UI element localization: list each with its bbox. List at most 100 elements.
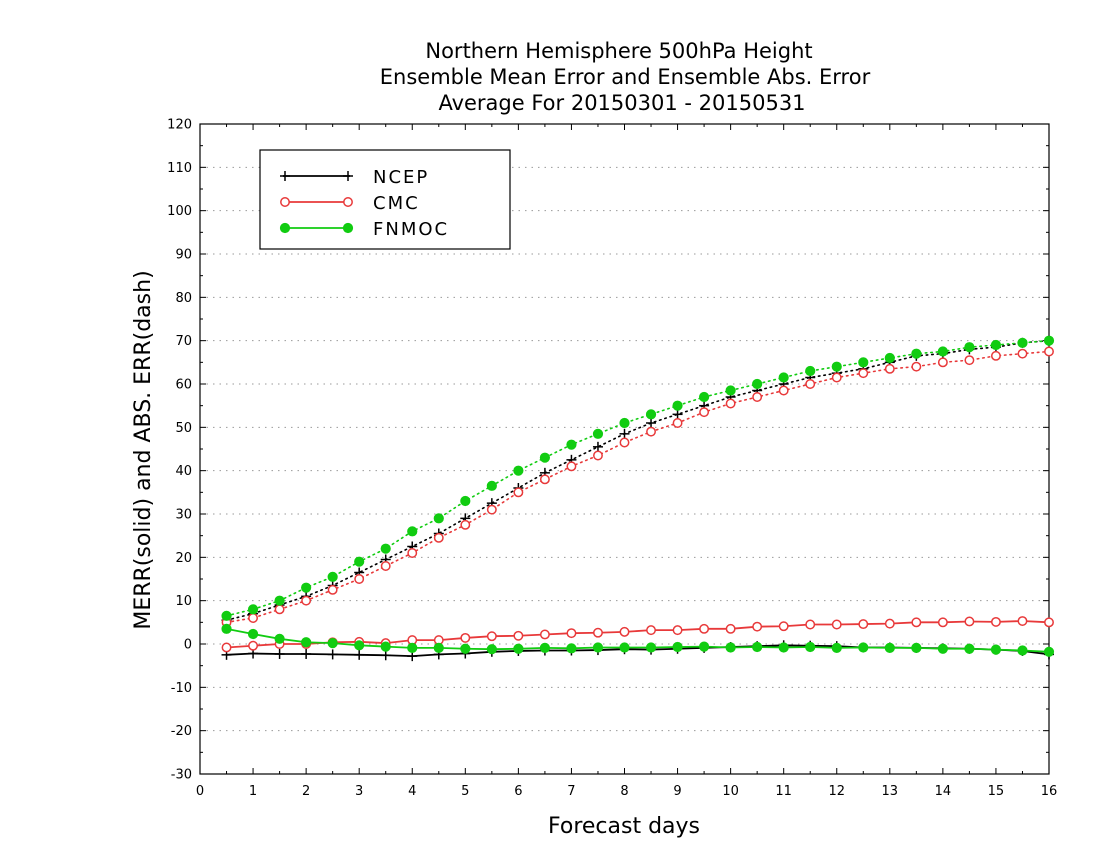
series-ncep-merr-point (380, 650, 391, 661)
series-fnmoc-abs-err-point (884, 352, 895, 364)
series-cmc-abs-err-point (672, 418, 683, 428)
series-fnmoc (221, 335, 1055, 657)
series-fnmoc-abs-err-point (301, 582, 312, 593)
series-cmc-merr-point (699, 623, 710, 634)
series-fnmoc-merr-point (380, 641, 391, 652)
series-fnmoc-merr-point (858, 642, 869, 653)
series-cmc-merr-point (778, 621, 789, 632)
x-tick-label: 16 (1041, 784, 1058, 799)
y-tick-label: 50 (175, 421, 192, 436)
legend: NCEP CMC FNMOC (259, 149, 511, 250)
series-fnmoc-abs-err-point (645, 409, 657, 420)
series-fnmoc-merr-point (460, 643, 471, 654)
x-axis: 0 1 2 3 4 5 6 7 8 9 10 11 12 13 14 15 16 (196, 124, 1057, 799)
series-fnmoc-abs-err-point (539, 452, 551, 463)
series-fnmoc-merr-point (566, 643, 577, 654)
series-cmc-merr-point (831, 619, 842, 630)
x-tick-label: 8 (620, 784, 628, 799)
series-fnmoc-abs-err-point (752, 378, 763, 390)
legend-label-fnmoc: FNMOC (373, 219, 449, 240)
y-tick-label: 30 (175, 508, 192, 523)
series-ncep-abs-err-point (672, 409, 683, 420)
series-fnmoc-abs-err-point (725, 385, 736, 396)
series-fnmoc-abs-err-point (407, 526, 418, 537)
chart-title: Northern Hemisphere 500hPa Height Ensemb… (380, 39, 871, 115)
series-cmc-merr-point (1017, 616, 1028, 626)
series-fnmoc-abs-err-point (354, 556, 365, 567)
series-fnmoc-abs-err-point (247, 604, 259, 615)
series-cmc-abs-err-point (699, 407, 710, 418)
y-tick-label: 40 (175, 464, 192, 479)
series-cmc-merr-point (593, 627, 603, 638)
series-cmc-abs-err-line (225, 350, 1050, 624)
x-axis-label: Forecast days (548, 814, 700, 839)
series-fnmoc-merr-point (805, 641, 816, 653)
series-cmc-abs-err-point (831, 372, 842, 383)
series-cmc-abs-err-point (937, 357, 948, 368)
series-cmc-abs-err-point (301, 595, 312, 606)
series-fnmoc-merr-point (592, 642, 604, 653)
y-tick-label: -30 (171, 768, 192, 783)
series-cmc-merr-point (858, 619, 869, 630)
series-cmc-abs-err-point (619, 437, 630, 448)
series-cmc-abs-err-point (407, 548, 418, 558)
x-tick-label: 6 (514, 784, 522, 799)
legend-marker (280, 171, 290, 181)
y-tick-label: 80 (175, 291, 192, 306)
series-cmc-abs-err-point (274, 604, 285, 615)
series-cmc-abs-err-point (354, 574, 365, 584)
series-layer (221, 335, 1055, 662)
legend-label-cmc: CMC (373, 193, 420, 214)
series-fnmoc-merr-point (725, 642, 736, 653)
y-tick-label: 60 (175, 378, 192, 393)
series-ncep-abs-err-point (619, 428, 630, 439)
series-cmc-abs-err-point (805, 379, 816, 389)
series-cmc-abs-err-point (380, 561, 391, 571)
x-tick-label: 13 (882, 784, 899, 799)
legend-frame (259, 149, 511, 250)
x-tick-label: 5 (461, 784, 469, 799)
series-cmc-merr-point (672, 625, 683, 636)
legend-marker (342, 222, 354, 234)
series-cmc-merr-point (486, 631, 497, 642)
series-ncep-abs-err-point (592, 441, 603, 452)
y-tick-label: 110 (167, 161, 192, 176)
series-cmc-merr-point (725, 623, 736, 634)
series-cmc-merr-point (513, 630, 524, 641)
series-cmc-merr-point (460, 632, 471, 643)
y-axis-label: MERR(solid) and ABS. ERR(dash) (131, 270, 156, 629)
x-tick-label: 11 (775, 784, 792, 799)
series-fnmoc-abs-err-point (937, 346, 948, 357)
series-cmc-abs-err-point (1017, 348, 1028, 359)
series-fnmoc-merr-point (1017, 645, 1028, 656)
series-fnmoc-merr-point (778, 642, 789, 653)
series-cmc-abs-err-point (513, 487, 524, 498)
series-ncep-merr-point (274, 648, 285, 659)
chart-title-line-3: Average For 20150301 - 20150531 (438, 91, 805, 115)
series-cmc-abs-err-point (858, 368, 869, 379)
series-cmc-abs-err-point (990, 350, 1001, 361)
series-fnmoc-merr-point (486, 644, 497, 655)
series-fnmoc-abs-err-point (964, 342, 975, 353)
series-cmc-merr-point (619, 626, 630, 637)
series-cmc-merr-point (248, 640, 259, 651)
series-cmc (221, 346, 1054, 653)
x-tick-label: 9 (673, 784, 681, 799)
series-cmc-abs-err-point (539, 474, 550, 485)
series-cmc-merr-point (937, 617, 948, 628)
y-tick-label: 10 (175, 594, 192, 609)
series-cmc-abs-err-point (964, 355, 975, 366)
legend-label-ncep: NCEP (373, 167, 429, 188)
series-fnmoc-merr-point (221, 623, 232, 634)
series-fnmoc-merr-point (672, 641, 683, 653)
series-cmc-merr-point (990, 616, 1001, 627)
series-fnmoc-abs-err-point (778, 372, 789, 383)
y-tick-label: 120 (167, 118, 192, 133)
series-ncep-abs-err-point (646, 418, 657, 428)
series-cmc-merr-point (539, 629, 550, 640)
x-tick-label: 15 (988, 784, 1005, 799)
x-tick-label: 12 (828, 784, 845, 799)
series-cmc-merr-point (646, 625, 656, 636)
series-cmc-abs-err-point (460, 519, 471, 530)
y-tick-label: 0 (184, 638, 192, 653)
